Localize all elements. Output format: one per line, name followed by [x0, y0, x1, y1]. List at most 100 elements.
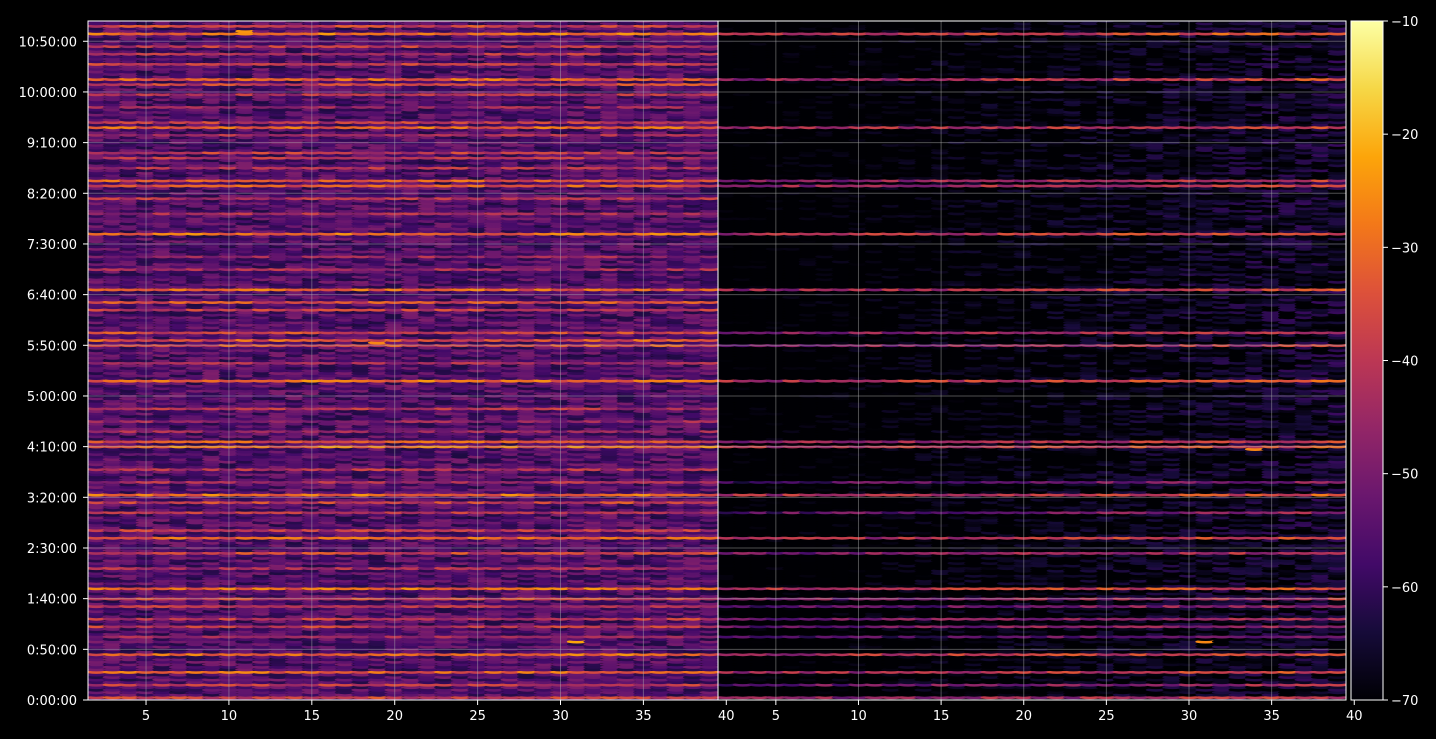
heatmap-cell: [483, 677, 505, 682]
heatmap-cell: [152, 652, 173, 657]
heatmap-cell: [88, 569, 90, 572]
heatmap-cell: [318, 650, 339, 654]
heatmap-cell: [334, 672, 356, 677]
heatmap-cell: [235, 677, 256, 682]
heatmap-cell: [367, 670, 389, 674]
heatmap-cell: [633, 665, 654, 669]
heatmap-cell: [384, 647, 406, 652]
heatmap-cell: [517, 647, 538, 652]
heatmap-cell: [483, 683, 505, 687]
heatmap-cell: [434, 650, 455, 654]
heatmap-cell: [88, 577, 90, 580]
heatmap-cell: [268, 693, 290, 697]
heatmap-cell: [135, 680, 157, 685]
heatmap-cell: [401, 690, 422, 695]
heatmap-cell: [384, 652, 406, 657]
heatmap-cell: [318, 688, 339, 692]
heatmap-cell: [88, 688, 90, 691]
heatmap-cell: [550, 693, 571, 697]
heatmap-cell: [334, 693, 356, 697]
heatmap-cell: [88, 681, 90, 684]
heatmap-cell: [168, 662, 190, 667]
heatmap-cell: [583, 665, 604, 669]
heatmap-cell: [616, 662, 638, 667]
heatmap-cell: [583, 685, 604, 690]
heatmap-left-cells: [88, 21, 718, 700]
heatmap-cell: [483, 675, 505, 679]
heatmap-cell: [88, 519, 90, 522]
heatmap-cell: [367, 652, 389, 657]
heatmap-cell: [401, 647, 422, 652]
heatmap-cell: [384, 695, 406, 700]
heatmap-cell: [616, 688, 638, 692]
heatmap-cell: [135, 647, 157, 652]
heatmap-cell: [318, 665, 339, 669]
heatmap-cell: [616, 657, 638, 662]
heatmap-cell: [566, 660, 588, 664]
heatmap-cell: [500, 688, 522, 692]
heatmap-cell: [401, 675, 422, 679]
heatmap-cell: [467, 695, 488, 700]
heatmap-cell: [550, 680, 571, 685]
heatmap-cell: [517, 650, 538, 654]
heatmap-cell: [268, 647, 290, 652]
heatmap-cell: [202, 690, 223, 695]
heatmap-cell: [268, 650, 290, 654]
heatmap-cell: [119, 695, 140, 700]
heatmap-cell: [682, 660, 704, 664]
heatmap-cell: [218, 695, 240, 700]
heatmap-cell: [649, 652, 671, 657]
heatmap-cell: [88, 513, 90, 517]
heatmap-cell: [533, 683, 555, 687]
heatmap-cell: [152, 675, 173, 679]
heatmap-cell: [88, 432, 90, 436]
heatmap-cell: [88, 425, 90, 428]
heatmap-cell: [699, 650, 718, 654]
heatmap-cell: [284, 652, 306, 657]
heatmap-cell: [88, 412, 90, 415]
heatmap-cell: [334, 660, 356, 664]
heatmap-cell: [284, 680, 306, 685]
heatmap-cell: [185, 688, 207, 692]
heatmap-cell: [135, 670, 157, 674]
heatmap-cell: [235, 693, 256, 697]
heatmap-cell: [367, 685, 389, 690]
heatmap-cell: [500, 695, 522, 700]
heatmap-cell: [301, 650, 323, 654]
heatmap-cell: [367, 693, 389, 697]
heatmap-cell: [666, 677, 687, 682]
heatmap-cell: [500, 660, 522, 664]
heatmap-cell: [583, 677, 604, 682]
heatmap-cell: [301, 675, 323, 679]
heatmap-cell: [235, 660, 256, 664]
heatmap-cell: [318, 662, 339, 667]
heatmap-cell: [599, 690, 621, 695]
heatmap-cell: [88, 384, 90, 387]
heatmap-cell: [384, 657, 406, 662]
heatmap-cell: [666, 685, 687, 690]
heatmap-cell: [533, 655, 555, 659]
heatmap-cell: [467, 665, 488, 669]
heatmap-cell: [583, 683, 604, 687]
heatmap-cell: [168, 670, 190, 674]
heatmap-cell: [218, 662, 240, 667]
heatmap-cell: [517, 652, 538, 657]
heatmap-cell: [367, 683, 389, 687]
heatmap-cell: [434, 690, 455, 695]
heatmap-cell: [649, 680, 671, 685]
heatmap-cell: [88, 572, 90, 575]
heatmap-cell: [88, 379, 90, 382]
heatmap-cell: [235, 680, 256, 685]
heatmap-cell: [384, 680, 406, 685]
heatmap-cell: [102, 660, 124, 664]
heatmap-cell: [202, 688, 223, 692]
heatmap-cell: [599, 685, 621, 690]
heatmap-cell: [401, 657, 422, 662]
heatmap-cell: [88, 430, 90, 433]
heatmap-cell: [351, 647, 372, 652]
heatmap-cell: [666, 688, 687, 692]
heatmap-cell: [550, 660, 571, 664]
heatmap-cell: [185, 670, 207, 674]
heatmap-cell: [334, 695, 356, 700]
heatmap-cell: [450, 680, 472, 685]
